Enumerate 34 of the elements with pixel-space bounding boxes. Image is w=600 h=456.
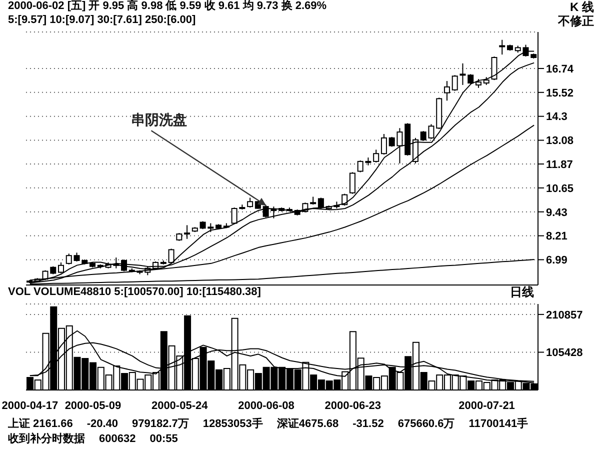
x-tick-label: 2000-05-24 (151, 400, 209, 412)
y-tick-label: 10.65 (546, 182, 574, 195)
y-tick-label: 6.99 (546, 254, 568, 267)
text: 675660.6万 (398, 418, 455, 431)
annotation: 日线 (510, 285, 534, 299)
text: 深证4675.68 (276, 418, 339, 431)
y-tick-label: 8.21 (546, 230, 568, 243)
y-tick-label: 210857 (546, 309, 583, 322)
x-tick-label: 2000-07-21 (458, 400, 515, 412)
text: 上证 2161.66 (8, 418, 73, 431)
y-tick-label: 9.43 (546, 206, 568, 219)
text: -20.40 (86, 418, 118, 431)
x-tick-label: 2000-06-08 (238, 400, 294, 412)
text: 600632 (99, 433, 136, 446)
chart-title: VOL VOLUME48810 5:[100570.00] 10:[115480.38] (8, 286, 261, 298)
y-tick-label: 13.08 (546, 135, 574, 148)
x-tick-label: 2000-04-17 (2, 400, 58, 412)
x-tick-label: 2000-06-23 (324, 400, 382, 412)
y-tick-label: 16.74 (546, 63, 574, 76)
text: K 线 (569, 0, 594, 14)
chart-subtitle: 5:[9.57] 10:[9.07] 30:[7.61] 250:[6.00] (8, 14, 196, 26)
text: 979182.7万 (132, 418, 189, 431)
text: 不修正 (558, 14, 594, 28)
y-tick-label: 14.3 (546, 111, 568, 124)
x-tick-label: 2000-05-09 (64, 400, 122, 412)
y-tick-label: 15.52 (546, 87, 574, 100)
text: -31.52 (352, 418, 384, 431)
y-tick-label: 105428 (546, 347, 583, 360)
text: 12853053手 (202, 418, 263, 431)
annotation: 串阴洗盘 (131, 112, 188, 128)
text: 11700141手 (468, 418, 528, 431)
text: 00:55 (150, 433, 178, 446)
y-tick-label: 11.87 (546, 158, 573, 171)
text: 收到补分时数据 (8, 433, 85, 446)
